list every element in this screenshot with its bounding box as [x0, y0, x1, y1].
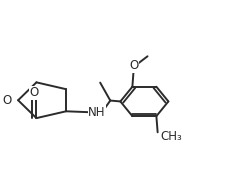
Text: CH₃: CH₃ [160, 130, 181, 143]
Text: NH: NH [88, 106, 105, 119]
Text: O: O [129, 59, 138, 72]
Text: O: O [29, 86, 39, 99]
Text: O: O [3, 94, 12, 107]
